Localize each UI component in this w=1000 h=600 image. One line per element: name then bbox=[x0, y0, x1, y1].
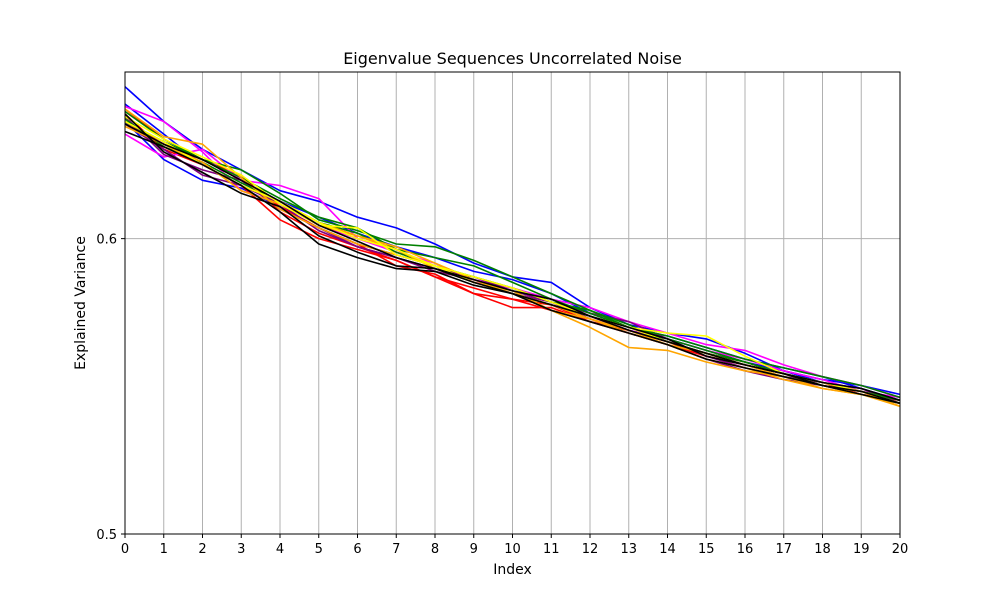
x-tick-label: 10 bbox=[504, 542, 521, 557]
x-tick-label: 6 bbox=[353, 542, 361, 557]
series-layer bbox=[124, 86, 901, 408]
series-line-16 bbox=[124, 115, 901, 405]
series-line-10 bbox=[124, 120, 901, 399]
x-tick-label: 3 bbox=[237, 542, 245, 557]
y-axis-label: Explained Variance bbox=[73, 236, 89, 370]
x-tick-label: 17 bbox=[775, 542, 792, 557]
x-tick-label: 16 bbox=[737, 542, 754, 557]
x-tick-label: 0 bbox=[121, 542, 129, 557]
x-tick-label: 18 bbox=[814, 542, 831, 557]
x-tick-label: 19 bbox=[853, 542, 870, 557]
x-tick-label: 13 bbox=[620, 542, 637, 557]
x-axis-label: Index bbox=[493, 562, 532, 578]
x-tick-label: 12 bbox=[582, 542, 599, 557]
x-tick-label: 14 bbox=[659, 542, 676, 557]
x-tick-label: 8 bbox=[431, 542, 439, 557]
x-tick-label: 5 bbox=[315, 542, 323, 557]
chart-title: Eigenvalue Sequences Uncorrelated Noise bbox=[343, 49, 682, 68]
series-line-19 bbox=[124, 130, 901, 405]
x-tick-label: 2 bbox=[198, 542, 206, 557]
x-tick-label: 1 bbox=[160, 542, 168, 557]
axis-ticks: 0 1 2 3 4 5 6 7 8 9 10 11 12 13 14 15 16 17 18 19 200.50.6 bbox=[96, 233, 908, 557]
x-tick-label: 20 bbox=[892, 542, 909, 557]
x-tick-label: 9 bbox=[470, 542, 478, 557]
x-tick-label: 11 bbox=[543, 542, 560, 557]
x-tick-label: 4 bbox=[276, 542, 284, 557]
x-tick-label: 15 bbox=[698, 542, 715, 557]
grid-lines bbox=[124, 72, 901, 535]
series-line-20 bbox=[124, 123, 901, 402]
y-tick-label: 0.5 bbox=[96, 528, 117, 543]
y-tick-label: 0.6 bbox=[96, 233, 117, 248]
x-tick-label: 7 bbox=[392, 542, 400, 557]
